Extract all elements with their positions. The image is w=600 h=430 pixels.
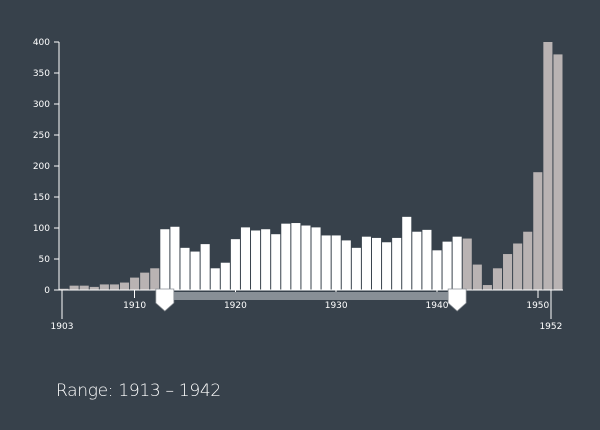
y-tick-label-350: 350 [33,69,50,79]
bar-1905 [79,285,89,290]
bar-1931 [341,240,351,290]
bar-1944 [472,264,482,290]
bar-1946 [492,268,503,290]
bar-1938 [412,231,422,290]
bar-1903 [59,288,69,290]
y-tick-label-200: 200 [33,162,50,172]
range-prefix: Range: [56,381,119,401]
bar-1932 [351,247,361,290]
brush-selection[interactable] [164,292,458,300]
bar-1923 [261,229,271,290]
bar-1945 [482,285,492,290]
bar-1930 [331,235,341,290]
x-tick-label-1920: 1920 [224,301,247,311]
x-tick-label-1910: 1910 [123,301,146,311]
bar-1913 [160,229,170,290]
bar-1934 [371,237,382,290]
bar-1933 [361,236,371,290]
bar-1918 [210,268,220,290]
bar-1904 [69,285,79,290]
bar-1924 [271,234,281,290]
range-brush[interactable] [155,288,467,312]
bar-1939 [422,229,432,290]
y-axis: 0 50 100 150 200 250 300 350 400 [33,38,60,296]
y-tick-label-150: 150 [33,193,50,203]
bar-1907 [99,284,109,290]
bar-1914 [170,226,180,290]
bar-1928 [311,227,321,290]
x-tick-label-1950: 1950 [526,301,549,311]
bar-1910 [130,277,140,290]
bar-1951 [543,42,553,290]
y-tick-label-0: 0 [44,286,50,296]
y-tick-label-400: 400 [33,38,50,48]
bar-1908 [109,284,119,290]
bar-1950 [533,172,543,290]
bar-1949 [523,231,533,290]
bars-group [59,42,563,291]
bar-1916 [190,251,200,290]
y-tick-label-50: 50 [39,255,51,265]
bar-1940 [432,250,442,290]
brush-handle-start[interactable] [155,288,175,312]
bar-1919 [220,262,230,290]
x-tick-label-1952: 1952 [539,322,562,332]
bar-1925 [281,223,291,290]
range-start: 1913 [118,381,161,401]
bar-1929 [321,235,331,290]
y-tick-label-250: 250 [33,131,50,141]
bar-1909 [119,282,130,290]
y-tick-label-100: 100 [33,224,50,234]
range-end: 1942 [178,381,221,401]
y-tick-label-300: 300 [33,100,50,110]
bar-1926 [291,223,301,290]
bar-1922 [251,230,261,290]
bar-1911 [140,272,150,290]
x-tick-label-1940: 1940 [426,301,449,311]
brush-handle-end[interactable] [447,288,467,312]
bar-1935 [382,242,392,290]
bar-1942 [452,236,462,290]
bar-1915 [180,247,190,290]
bar-1927 [301,225,311,290]
bar-1920 [230,239,240,290]
x-tick-label-1903: 1903 [51,322,74,332]
bar-1921 [240,227,251,290]
bar-1936 [392,237,402,290]
x-axis: 1903 1910 1920 1930 1940 1950 1952 [51,289,563,332]
bar-1937 [402,216,412,290]
range-separator: – [160,381,179,401]
bar-1948 [513,243,523,290]
range-readout: Range: 1913 – 1942 [56,381,221,401]
x-tick-label-1930: 1930 [325,301,348,311]
bar-1917 [200,244,210,290]
bar-1952 [553,54,563,291]
bar-1912 [150,268,160,290]
bar-1947 [503,254,513,290]
bar-1941 [442,241,452,290]
bar-1906 [89,286,99,290]
bar-1943 [462,238,472,290]
